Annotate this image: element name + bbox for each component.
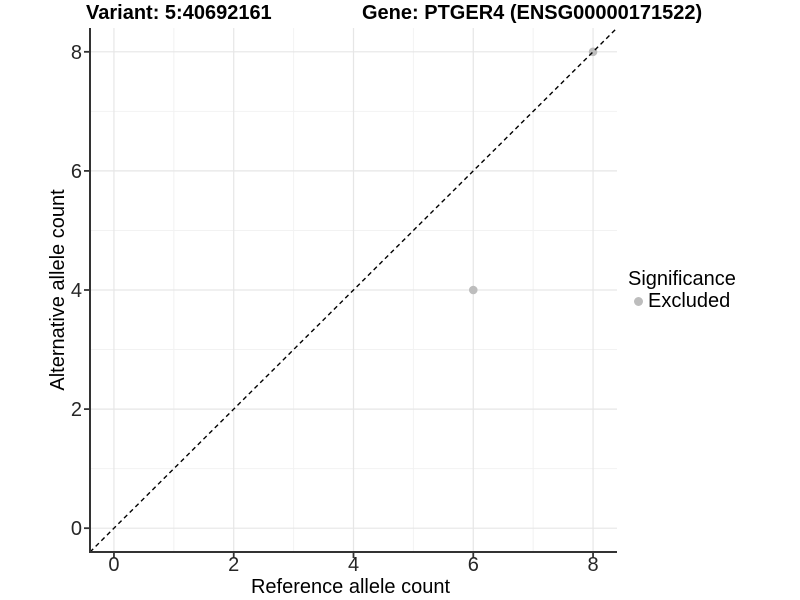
y-tick-label: 6 bbox=[71, 161, 82, 183]
x-tick-label: 8 bbox=[587, 554, 598, 576]
x-axis-title: Reference allele count bbox=[251, 576, 450, 598]
y-axis-title: Alternative allele count bbox=[47, 189, 69, 391]
data-point bbox=[468, 285, 478, 295]
y-tick-label: 0 bbox=[71, 518, 82, 540]
legend: Significance Excluded bbox=[628, 268, 736, 312]
x-tick-label: 2 bbox=[228, 554, 239, 576]
y-tick-label: 2 bbox=[71, 399, 82, 421]
legend-entry-label: Excluded bbox=[648, 290, 731, 312]
x-tick-label: 4 bbox=[348, 554, 359, 576]
y-tick-label: 4 bbox=[71, 280, 82, 302]
axis-ticks: 0 2 4 6 8 0 2 4 6 8 bbox=[71, 42, 599, 576]
legend-point-icon bbox=[634, 296, 643, 306]
legend-entry-excluded: Excluded bbox=[628, 290, 736, 312]
variant-title: Variant: 5:40692161 bbox=[86, 2, 272, 24]
x-tick-label: 6 bbox=[468, 554, 479, 576]
x-tick-label: 0 bbox=[108, 554, 119, 576]
gene-title: Gene: PTGER4 (ENSG00000171522) bbox=[362, 2, 703, 24]
y-tick-label: 8 bbox=[71, 42, 82, 64]
legend-title: Significance bbox=[628, 268, 736, 290]
identity-dashed-line bbox=[89, 27, 618, 553]
